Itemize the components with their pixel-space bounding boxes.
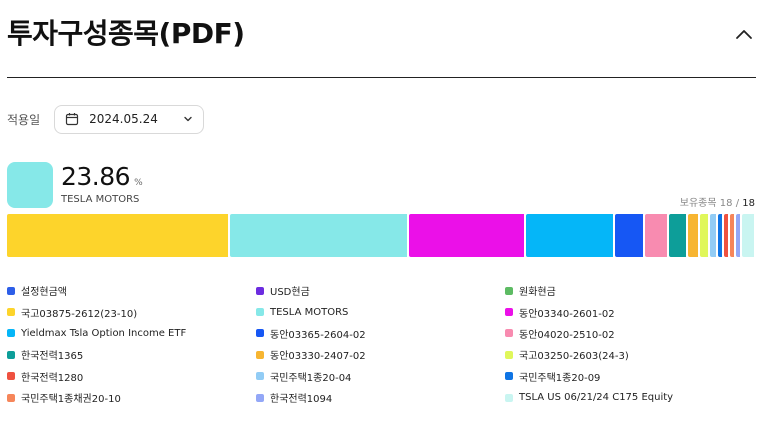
legend-swatch xyxy=(505,372,513,381)
legend-swatch xyxy=(505,308,513,317)
composition-bar-segment[interactable] xyxy=(7,214,230,257)
calendar-icon xyxy=(66,113,79,126)
legend-label: 한국전력1365 xyxy=(21,351,84,363)
legend-row: Yieldmax Tsla Option Income ETF 동안03365-2… xyxy=(7,323,767,344)
legend-label: USD현금 xyxy=(270,287,310,299)
legend-item: 동안03365-2604-02 xyxy=(256,326,505,341)
legend-label: 동안03365-2604-02 xyxy=(270,329,366,341)
date-label: 적용일 xyxy=(7,112,41,127)
legend-swatch xyxy=(256,393,264,402)
legend-swatch xyxy=(7,286,15,295)
legend-swatch xyxy=(256,350,264,359)
legend-item: 동안04020-2510-02 xyxy=(505,326,754,341)
legend-label: 국민주택1종20-04 xyxy=(270,372,352,384)
composition-bar-segment[interactable] xyxy=(229,214,409,257)
legend-label: Yieldmax Tsla Option Income ETF xyxy=(21,327,187,339)
composition-bar-segment[interactable] xyxy=(614,214,645,257)
legend-item: 국민주택1종20-09 xyxy=(505,369,754,384)
composition-bar-segment[interactable] xyxy=(736,214,742,257)
holdings-count: 보유종목 18 / 18 xyxy=(680,194,755,209)
legend-label: 원화현금 xyxy=(519,287,556,299)
legend-item: 원화현금 xyxy=(505,283,754,298)
legend-swatch xyxy=(7,372,15,381)
legend-label: 국민주택1종20-09 xyxy=(519,372,601,384)
section-header: 투자구성종목(PDF) xyxy=(7,14,757,58)
composition-bar-segment[interactable] xyxy=(699,214,711,257)
legend-swatch xyxy=(256,286,264,295)
holdings-count-label: 보유종목 xyxy=(679,198,717,209)
legend-label: TESLA MOTORS xyxy=(270,306,349,318)
composition-bar-segment[interactable] xyxy=(717,214,725,257)
composition-bar-segment[interactable] xyxy=(730,214,737,257)
legend-row: 한국전력1365 동안03330-2407-02 국고03250-2603(24-3… xyxy=(7,344,767,365)
legend-row: 국민주택1종채권20-10 한국전력1094 TSLA US 06/21/24 C1… xyxy=(7,387,767,408)
date-value: 2024.05.24 xyxy=(89,112,158,126)
top-holding-name: TESLA MOTORS xyxy=(61,194,140,205)
top-holding: 23.86 % TESLA MOTORS xyxy=(7,162,143,208)
legend-label: 국고03875-2612(23-10) xyxy=(21,308,138,320)
legend-label: 한국전력1280 xyxy=(21,372,84,384)
legend-label: 한국전력1094 xyxy=(270,394,333,406)
legend-swatch xyxy=(7,350,15,359)
legend-swatch xyxy=(505,350,513,359)
legend-label: 국민주택1종채권20-10 xyxy=(21,394,121,406)
holdings-count-shown: 18 xyxy=(719,198,733,209)
holdings-count-separator: / xyxy=(735,198,740,209)
composition-bar-segment[interactable] xyxy=(526,214,615,257)
legend-label: 국고03250-2603(24-3) xyxy=(519,351,629,363)
top-holding-unit: % xyxy=(134,178,143,188)
chevron-down-icon xyxy=(184,116,192,122)
legend-item: Yieldmax Tsla Option Income ETF xyxy=(7,328,256,339)
page-title: 투자구성종목(PDF) xyxy=(7,17,245,50)
legend-swatch xyxy=(505,329,513,338)
legend-swatch xyxy=(7,393,15,402)
legend-item: 국고03250-2603(24-3) xyxy=(505,347,754,362)
legend-swatch xyxy=(256,372,264,381)
composition-bar-segment[interactable] xyxy=(710,214,718,257)
legend-label: 동안03330-2407-02 xyxy=(270,351,366,363)
legend-item: 한국전력1094 xyxy=(256,390,505,405)
legend-swatch xyxy=(7,308,15,317)
date-picker[interactable]: 2024.05.24 xyxy=(54,104,205,134)
date-filter: 적용일 2024.05.24 xyxy=(7,104,205,134)
legend-item: 설정현금액 xyxy=(7,283,256,298)
legend-label: TSLA US 06/21/24 C175 Equity xyxy=(519,392,674,404)
composition-bar-segment[interactable] xyxy=(688,214,700,257)
legend-swatch xyxy=(505,286,513,295)
legend-swatch xyxy=(7,329,15,338)
legend-item: 한국전력1365 xyxy=(7,347,256,362)
legend-row: 설정현금액 USD현금 원화현금 xyxy=(7,280,767,301)
legend-label: 동안04020-2510-02 xyxy=(519,329,615,341)
composition-bar xyxy=(7,214,756,257)
legend-label: 설정현금액 xyxy=(21,287,67,299)
legend-swatch xyxy=(505,393,513,402)
holdings-count-total: 18 xyxy=(742,198,755,209)
legend-item: 국민주택1종20-04 xyxy=(256,369,505,384)
legend-item: 국고03875-2612(23-10) xyxy=(7,305,256,320)
legend-item: 동안03330-2407-02 xyxy=(256,347,505,362)
legend-row: 한국전력1280 국민주택1종20-04 국민주택1종20-09 xyxy=(7,366,767,387)
legend-item: 동안03340-2601-02 xyxy=(505,305,754,320)
composition-bar-segment[interactable] xyxy=(408,214,527,257)
legend-row: 국고03875-2612(23-10) TESLA MOTORS 동안03340-2… xyxy=(7,301,767,322)
composition-bar-segment[interactable] xyxy=(724,214,731,257)
top-holding-percent: 23.86 xyxy=(61,162,131,191)
legend-item: TSLA US 06/21/24 C175 Equity xyxy=(505,392,754,403)
composition-bar-segment[interactable] xyxy=(741,214,756,257)
legend-item: 한국전력1280 xyxy=(7,369,256,384)
chevron-up-icon[interactable] xyxy=(733,24,755,46)
legend-swatch xyxy=(256,329,264,338)
legend-item: TESLA MOTORS xyxy=(256,307,505,318)
composition-bar-segment[interactable] xyxy=(644,214,669,257)
top-holding-swatch xyxy=(7,162,53,208)
header-divider xyxy=(7,77,756,78)
legend-item: 국민주택1종채권20-10 xyxy=(7,390,256,405)
legend-swatch xyxy=(256,308,264,317)
legend-item: USD현금 xyxy=(256,283,505,298)
composition-bar-segment[interactable] xyxy=(668,214,689,257)
legend-label: 동안03340-2601-02 xyxy=(519,308,615,320)
